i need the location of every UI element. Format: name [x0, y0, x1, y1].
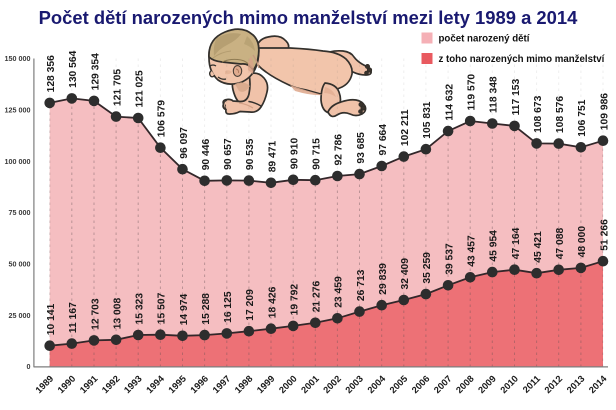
svg-text:21 276: 21 276 — [312, 281, 323, 313]
svg-text:90 715: 90 715 — [312, 138, 323, 170]
svg-text:114 632: 114 632 — [444, 84, 455, 121]
svg-text:121 705: 121 705 — [112, 69, 123, 106]
svg-text:45 421: 45 421 — [533, 231, 544, 263]
svg-text:121 025: 121 025 — [135, 70, 146, 107]
svg-text:23 459: 23 459 — [334, 276, 345, 308]
svg-text:100 000: 100 000 — [5, 157, 31, 166]
svg-text:89 471: 89 471 — [267, 141, 278, 173]
svg-text:32 409: 32 409 — [400, 258, 411, 290]
svg-text:105 831: 105 831 — [422, 101, 433, 138]
svg-text:11 167: 11 167 — [68, 302, 79, 333]
svg-text:12 703: 12 703 — [90, 298, 101, 330]
svg-text:48 000: 48 000 — [577, 226, 588, 258]
svg-text:51 266: 51 266 — [599, 219, 610, 251]
svg-text:Počet dětí narozených mimo man: Počet dětí narozených mimo manželství me… — [39, 7, 578, 28]
svg-text:117 153: 117 153 — [511, 78, 522, 115]
svg-text:29 839: 29 839 — [378, 263, 389, 295]
svg-text:119 570: 119 570 — [467, 74, 478, 111]
svg-text:0: 0 — [27, 362, 31, 371]
svg-text:14 974: 14 974 — [179, 294, 190, 326]
svg-text:15 323: 15 323 — [135, 293, 146, 325]
svg-text:90 535: 90 535 — [245, 138, 256, 170]
svg-text:118 348: 118 348 — [489, 76, 500, 113]
svg-text:75 000: 75 000 — [9, 208, 31, 217]
svg-text:130 564: 130 564 — [68, 50, 79, 87]
svg-text:150 000: 150 000 — [5, 54, 31, 63]
svg-text:96 097: 96 097 — [179, 127, 190, 159]
svg-text:106 579: 106 579 — [157, 100, 168, 137]
svg-text:18 426: 18 426 — [267, 286, 278, 318]
svg-text:19 792: 19 792 — [290, 284, 301, 316]
svg-text:15 507: 15 507 — [157, 292, 168, 324]
svg-text:50 000: 50 000 — [9, 259, 31, 268]
svg-text:17 209: 17 209 — [245, 289, 256, 321]
svg-text:108 673: 108 673 — [533, 95, 544, 132]
svg-text:93 685: 93 685 — [356, 132, 367, 164]
svg-text:128 356: 128 356 — [46, 55, 57, 92]
svg-text:43 457: 43 457 — [467, 235, 478, 267]
svg-text:26 713: 26 713 — [356, 269, 367, 301]
svg-text:45 954: 45 954 — [489, 230, 500, 262]
svg-text:10 141: 10 141 — [46, 303, 57, 335]
svg-text:47 164: 47 164 — [511, 227, 522, 259]
svg-text:90 446: 90 446 — [201, 139, 212, 171]
svg-text:109 986: 109 986 — [599, 93, 610, 130]
svg-text:97 664: 97 664 — [378, 124, 389, 156]
svg-text:102 211: 102 211 — [400, 109, 411, 146]
svg-text:125 000: 125 000 — [5, 105, 31, 114]
svg-text:106 751: 106 751 — [577, 99, 588, 136]
svg-text:108 576: 108 576 — [555, 96, 566, 133]
svg-text:90 657: 90 657 — [223, 138, 234, 170]
svg-text:13 008: 13 008 — [112, 298, 123, 330]
svg-text:129 354: 129 354 — [90, 53, 101, 90]
svg-text:15 288: 15 288 — [201, 293, 212, 325]
svg-text:z toho narozených mimo manžels: z toho narozených mimo manželství — [439, 54, 605, 65]
svg-text:25 000: 25 000 — [9, 311, 31, 320]
svg-text:47 088: 47 088 — [555, 228, 566, 260]
svg-text:90 910: 90 910 — [290, 138, 301, 170]
svg-text:16 125: 16 125 — [223, 291, 234, 323]
svg-text:92 786: 92 786 — [334, 134, 345, 166]
svg-text:39 537: 39 537 — [444, 243, 455, 275]
svg-text:počet narozený dětí: počet narozený dětí — [439, 34, 530, 45]
svg-text:35 259: 35 259 — [422, 252, 433, 284]
